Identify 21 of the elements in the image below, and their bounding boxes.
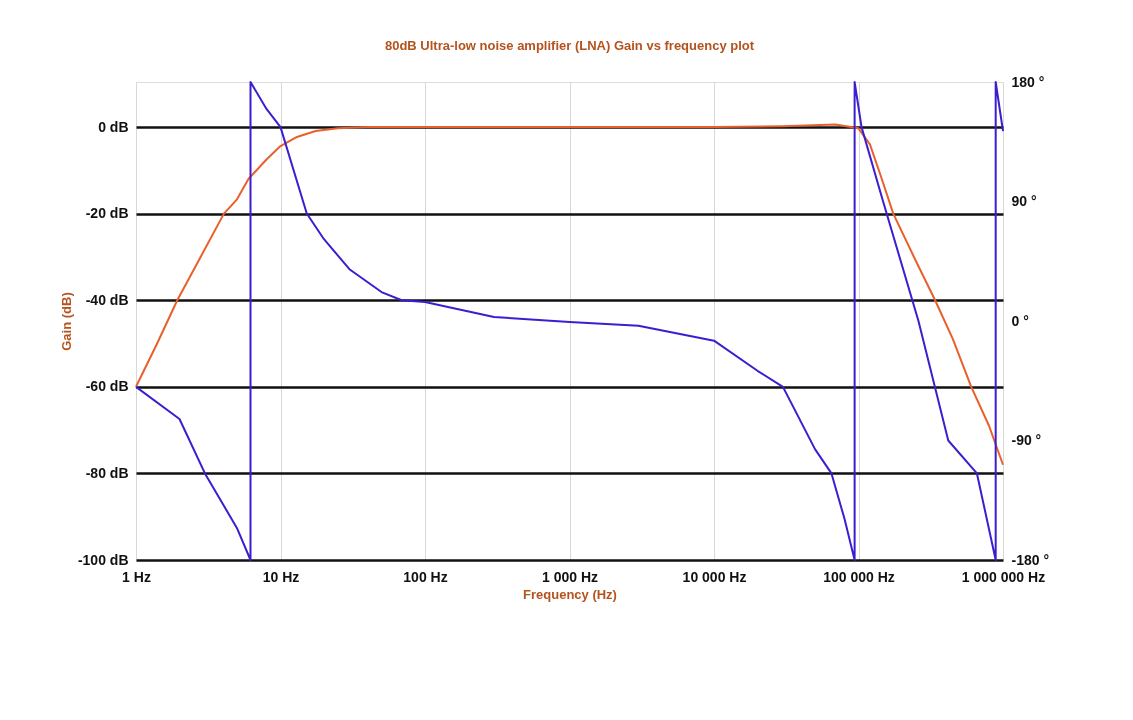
y-tick-label: -80 dB [85,464,129,481]
y-axis-title: Gain (dB) [58,292,74,351]
y2-tick-label: -90 ° [1011,432,1042,448]
y2-tick-label: 0 ° [1011,312,1029,329]
y-tick-label: -60 dB [85,378,129,395]
x-tick-label: 1 000 000 Hz [961,568,1046,585]
x-tick-label: 1 000 Hz [541,568,599,585]
y2-tick-label: 180 ° [1011,73,1045,90]
x-tick-label: 10 Hz [262,568,300,585]
y2-tick-label: 90 ° [1011,193,1037,209]
y-tick-label: -40 dB [85,291,129,308]
x-tick-label: 100 000 Hz [823,568,895,585]
y2-tick-label: -180 ° [1011,551,1050,568]
x-tick-label: 10 000 Hz [682,568,747,585]
x-tick-label: 1 Hz [122,568,151,585]
y-tick-label: -100 dB [77,551,129,568]
x-axis-title: Frequency (Hz) [523,586,617,602]
y-tick-label: -20 dB [85,205,129,222]
x-tick-label: 100 Hz [403,568,448,585]
y-tick-label: 0 dB [98,118,129,135]
chart-title: 80dB Ultra-low noise amplifier (LNA) Gain vs frequency plot [384,38,755,53]
